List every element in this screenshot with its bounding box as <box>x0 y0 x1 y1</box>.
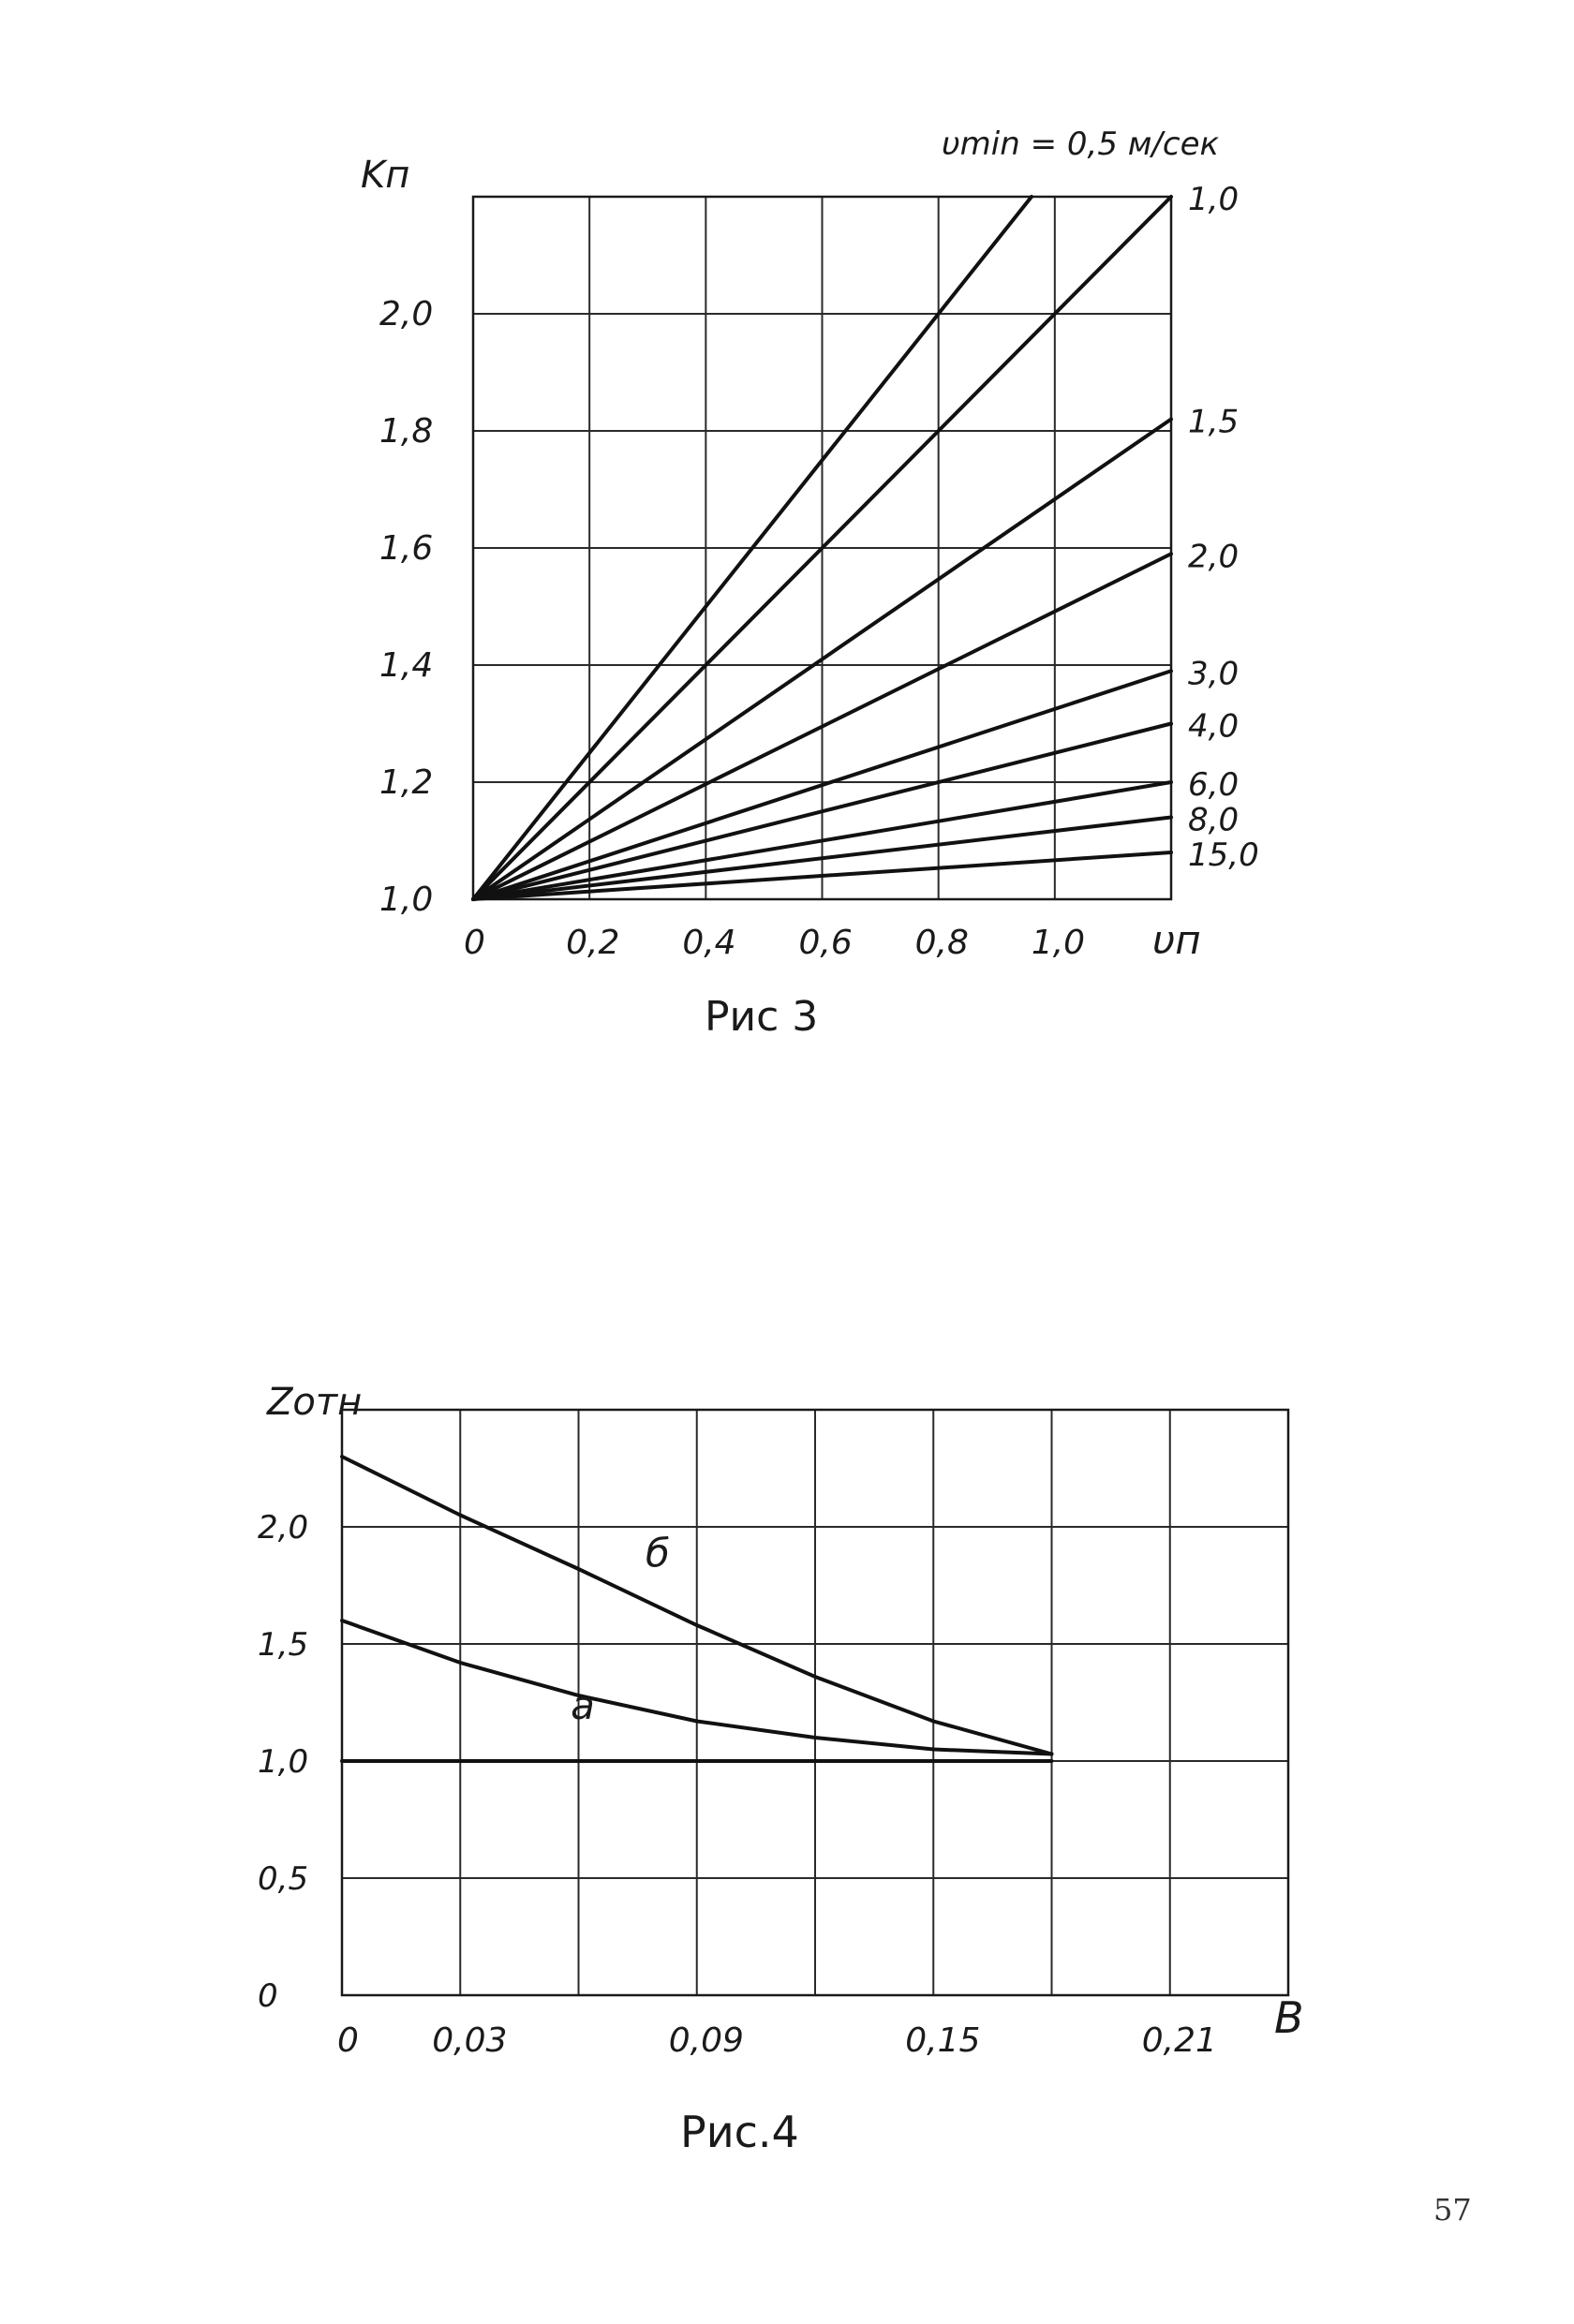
figure-3-series-line <box>471 669 1173 901</box>
figure-3-series-line <box>471 195 1173 901</box>
figure-3-y-tick-label: 1,8 <box>379 412 433 451</box>
figure-3-series-line <box>471 780 1173 901</box>
figure-4-y-tick-label: 1,0 <box>258 1743 308 1781</box>
figure-3-x-axis-label: υп <box>1152 917 1201 963</box>
figure-3-x-tick-label: 0 <box>464 924 485 962</box>
figure-4-series-curve <box>340 1619 1054 1756</box>
figure-3-x-tick-label: 0,8 <box>915 924 969 962</box>
figure-3-series-label: 1,5 <box>1188 404 1239 441</box>
figure-4-y-axis-label: Zотн <box>266 1381 362 1424</box>
figure-3-series-line <box>471 195 1033 901</box>
figure-3-x-tick-label: 1,0 <box>1032 924 1085 962</box>
figure-3-caption: Рис 3 <box>705 993 818 1041</box>
figure-3-x-tick-label: 0,2 <box>566 924 619 962</box>
figure-3-y-tick-label: 1,2 <box>379 763 433 802</box>
figure-4-y-tick-label: 0,5 <box>258 1860 308 1898</box>
figure-3-series-line <box>471 721 1173 901</box>
figure-4-plot-frame <box>340 1408 1290 1997</box>
figure-3-chart: 0 0,2 0,4 0,6 0,8 1,0 1,0 1,2 1,4 1,6 1,8 2,0 1,0 1,5… <box>361 126 1259 1041</box>
figure-4-x-tick-label: 0 <box>337 2021 359 2060</box>
figure-3-plot-frame <box>471 195 1173 901</box>
figure-4-x-tick-label: 0,09 <box>669 2021 744 2060</box>
figure-3-y-tick-label: 2,0 <box>379 295 433 333</box>
figure-3-series-label: 8,0 <box>1188 802 1239 839</box>
figure-3-y-axis-label: Kп <box>361 154 409 197</box>
figure-4-x-tick-label: 0,15 <box>905 2021 980 2060</box>
figure-3-series-line <box>471 417 1173 901</box>
page-number: 57 <box>1433 2192 1472 2228</box>
figure-4-x-tick-label: 0,21 <box>1142 2021 1217 2060</box>
figure-3-x-tick-label: 0,6 <box>799 924 853 962</box>
figure-3-series-line <box>471 552 1173 901</box>
figure-3-series-line <box>471 851 1173 901</box>
figure-4-y-tick-label: 0 <box>258 1977 278 2015</box>
figure-3-series-label: 6,0 <box>1188 766 1239 804</box>
figure-3-series-label: 3,0 <box>1188 655 1239 692</box>
figure-3-y-tick-label: 1,4 <box>379 646 433 685</box>
figure-3-series-label: 15,0 <box>1188 836 1259 874</box>
figure-3-x-tick-label: 0,4 <box>682 924 735 962</box>
figure-3-series-label: 1,0 <box>1188 181 1239 218</box>
figure-4-series-curve <box>340 1455 1054 1756</box>
figure-4-x-axis-label: B <box>1274 1992 1304 2043</box>
figure-4-series-label: а <box>571 1682 595 1728</box>
figure-3-header-annotation: υmin = 0,5 м/сек <box>942 126 1219 163</box>
figure-3-y-tick-label: 1,6 <box>379 529 433 568</box>
figure-4-y-tick-label: 2,0 <box>258 1509 308 1547</box>
figure-3-series-label: 4,0 <box>1188 708 1239 746</box>
figure-3-y-tick-label: 1,0 <box>379 881 433 919</box>
figure-4-x-tick-label: 0,03 <box>432 2021 507 2060</box>
figure-4-caption: Рис.4 <box>680 2107 799 2157</box>
figure-4-y-tick-label: 1,5 <box>258 1626 308 1664</box>
figure-4-series-label: б <box>646 1531 670 1576</box>
figure-3-series-line <box>471 815 1173 901</box>
figure-3-series-label: 2,0 <box>1188 538 1239 575</box>
